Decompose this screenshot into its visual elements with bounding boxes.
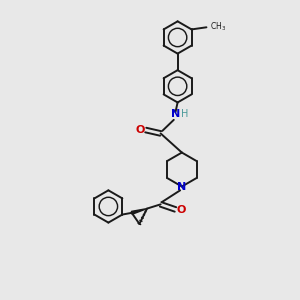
Text: O: O <box>135 125 145 135</box>
Text: N: N <box>177 182 187 192</box>
Text: H: H <box>181 109 188 119</box>
Polygon shape <box>131 208 147 214</box>
Text: CH$_3$: CH$_3$ <box>210 21 226 33</box>
Text: N: N <box>171 109 180 119</box>
Text: O: O <box>176 205 186 215</box>
